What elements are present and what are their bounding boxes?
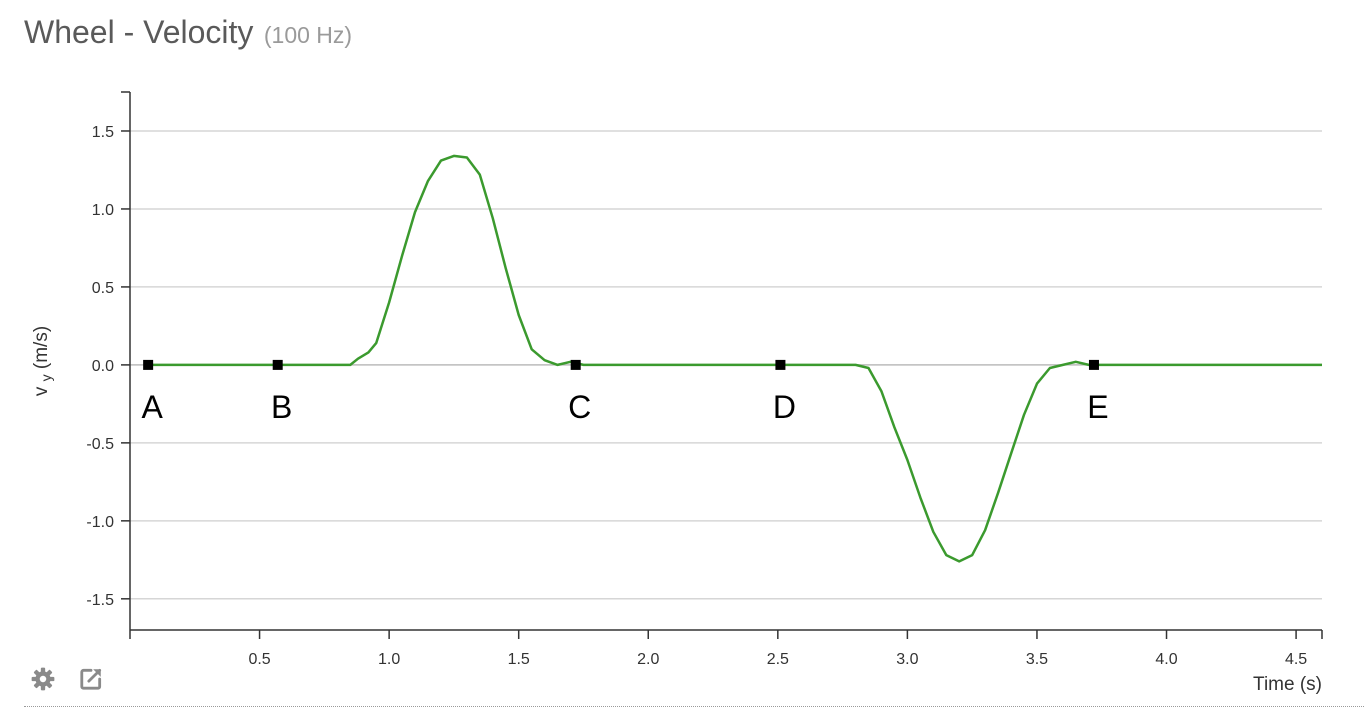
x-tick-label: 4.5	[1285, 651, 1307, 668]
x-axis-title: Time (s)	[1253, 674, 1322, 695]
y-tick-label: -1.0	[86, 514, 114, 531]
y-axis-title: v y (m/s)	[31, 326, 56, 396]
x-tick-label: 0.5	[248, 651, 270, 668]
marker-point-a	[143, 359, 154, 370]
x-tick-label: 2.5	[767, 651, 789, 668]
velocity-series-line	[148, 154, 1322, 563]
chart-toolbar	[30, 666, 104, 692]
y-tick-label: -0.5	[86, 436, 114, 453]
x-tick-label: 2.0	[637, 651, 659, 668]
marker-label-a: A	[141, 389, 163, 425]
tick-labels: 1.5 1.0 0.5 0.0 -0.5 -1.0 -1.5 0.5 1.0 1.5 2.0 2.5 3…	[86, 124, 1307, 668]
chart-title: Wheel - Velocity	[24, 14, 254, 50]
y-axis-subscript: y	[38, 374, 54, 381]
y-tick-label: 0.5	[92, 280, 114, 297]
x-tick-label: 4.0	[1155, 651, 1177, 668]
sample-rate-label: (100 Hz)	[263, 22, 353, 48]
y-axis-symbol: v	[31, 386, 52, 396]
marker-point-b	[272, 359, 283, 370]
chart-title-row: Wheel - Velocity (100 Hz)	[24, 14, 352, 51]
y-tick-label: 1.0	[92, 202, 114, 219]
marker-label-e: E	[1087, 389, 1108, 425]
marker-label-d: D	[773, 389, 796, 425]
open-external-icon[interactable]	[78, 666, 104, 692]
marker-point-c	[570, 359, 581, 370]
series-layer	[148, 154, 1322, 563]
x-tick-label: 3.0	[896, 651, 918, 668]
x-tick-label: 1.5	[508, 651, 530, 668]
y-tick-label: 0.0	[92, 358, 114, 375]
x-tick-label: 1.0	[378, 651, 400, 668]
y-tick-label: -1.5	[86, 592, 114, 609]
gear-icon[interactable]	[30, 666, 56, 692]
y-axis-unit: (m/s)	[31, 326, 52, 369]
marker-point-e	[1088, 359, 1099, 370]
marker-label-c: C	[568, 389, 591, 425]
marker-layer: A B C D E	[141, 359, 1109, 425]
x-tick-label: 3.5	[1026, 651, 1048, 668]
bottom-divider	[24, 706, 1364, 707]
axes	[121, 91, 1323, 639]
marker-point-d	[775, 359, 786, 370]
y-tick-label: 1.5	[92, 124, 114, 141]
marker-label-b: B	[271, 389, 292, 425]
